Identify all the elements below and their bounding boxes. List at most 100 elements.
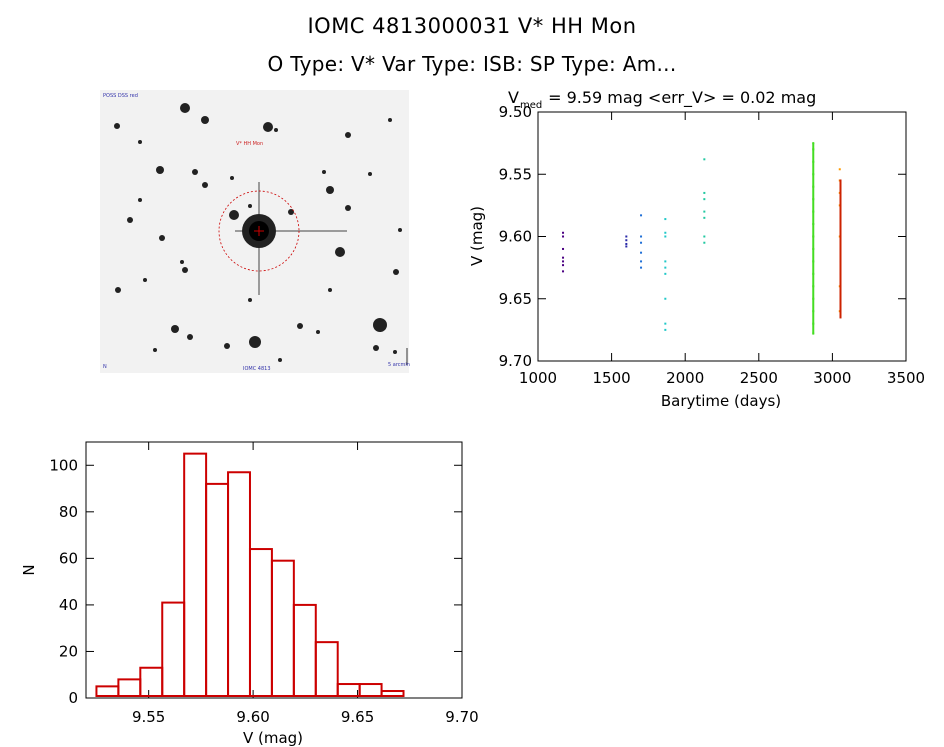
lc-point	[664, 272, 667, 275]
hist-bar	[336, 683, 361, 697]
lc-point	[664, 235, 667, 238]
lc-point	[703, 198, 706, 201]
hist-bar	[380, 690, 405, 698]
lc-point	[625, 242, 628, 245]
lc-point	[664, 322, 667, 325]
lc-point	[562, 256, 565, 259]
lc-point	[664, 266, 667, 269]
hist-xtick-label: 9.55	[132, 708, 165, 726]
hist-ytick-label: 60	[59, 549, 78, 567]
finder-target-star	[218, 182, 347, 295]
lc-point	[812, 310, 815, 313]
lc-point	[640, 266, 643, 269]
histogram-y-label: N	[20, 564, 38, 575]
lc-point	[812, 198, 815, 201]
lc-point	[562, 264, 565, 267]
light-curve-x-label: Barytime (days)	[661, 392, 781, 410]
light-curve-title-main: V	[508, 88, 519, 107]
lc-series-2	[640, 214, 643, 269]
histogram-x-label: V (mag)	[243, 729, 303, 747]
chart-title: IOMC 4813000031 V* HH Mon	[307, 14, 637, 38]
lc-point	[625, 239, 628, 242]
lc-point	[839, 235, 842, 238]
lc-xtick-label: 1000	[519, 369, 557, 387]
lc-point	[812, 148, 815, 151]
lc-point	[812, 260, 815, 263]
lc-xtick-label: 3000	[813, 369, 851, 387]
lc-point	[839, 179, 842, 182]
lc-series-4	[703, 158, 706, 244]
lc-point	[839, 316, 842, 319]
light-curve-frame	[537, 111, 907, 362]
finder-bottom-center-label: IOMC 4813	[243, 366, 271, 372]
lc-point	[839, 216, 842, 219]
hist-bar	[248, 548, 273, 697]
lc-point	[812, 322, 815, 325]
hist-bar	[183, 452, 208, 697]
hist-bar	[292, 603, 317, 697]
light-curve-title-rest: = 9.59 mag <err_V> = 0.02 mag	[543, 88, 816, 108]
lc-ytick-label: 9.50	[499, 103, 532, 121]
hist-ytick-label: 20	[59, 642, 78, 660]
histogram-frame	[85, 441, 463, 699]
lc-point	[640, 241, 643, 244]
lc-point	[812, 160, 815, 163]
hist-bar	[227, 471, 251, 697]
hist-ytick-label: 80	[59, 503, 78, 521]
lc-point	[838, 168, 841, 171]
light-curve-y-label: V (mag)	[468, 206, 486, 266]
lc-point	[640, 251, 643, 254]
lc-point-band	[812, 143, 815, 334]
hist-xtick-label: 9.65	[341, 708, 374, 726]
lc-point	[839, 272, 842, 275]
lc-point	[640, 214, 643, 217]
lc-point	[839, 260, 842, 263]
lc-series-7	[839, 179, 842, 319]
lc-point	[562, 231, 565, 234]
lc-point	[703, 235, 706, 238]
lc-point	[812, 235, 815, 238]
hist-xtick-label: 9.70	[445, 708, 478, 726]
lc-point	[812, 272, 815, 275]
lc-point	[703, 158, 706, 161]
lc-point	[839, 297, 842, 300]
hist-bar	[95, 685, 120, 698]
lc-point	[562, 235, 565, 238]
light-curve-title-sub: med	[520, 100, 542, 111]
hist-bar	[139, 666, 164, 697]
hist-bar	[270, 559, 295, 697]
lc-xtick-label: 2500	[740, 369, 778, 387]
lc-series-1	[625, 235, 628, 248]
lc-ytick-label: 9.65	[499, 290, 532, 308]
lc-series-5	[812, 142, 815, 335]
hist-ytick-label: 40	[59, 596, 78, 614]
lc-point	[839, 310, 842, 313]
finder-top-left-label: POSS DSS red	[103, 93, 138, 99]
lc-point	[812, 223, 815, 226]
lc-point	[703, 210, 706, 213]
lc-point	[562, 247, 565, 250]
hist-bar	[314, 641, 339, 698]
lc-ytick-label: 9.60	[499, 228, 532, 246]
hist-bar	[117, 678, 142, 698]
lc-point	[812, 285, 815, 288]
light-curve-chart: V med = 9.59 mag <err_V> = 0.02 mag 1000…	[468, 88, 925, 410]
finder-bottom-right-label: 5 arcmin	[388, 362, 410, 368]
histogram-chart: 9.55 9.60 9.65 9.70 0 20 40 60 80 100 V (mag) N	[20, 441, 479, 747]
lc-ytick-label: 9.55	[499, 165, 532, 183]
lc-point	[812, 297, 815, 300]
lc-point	[839, 247, 842, 250]
finder-background-stars	[114, 103, 402, 362]
lc-point	[640, 235, 643, 238]
lc-point	[625, 245, 628, 248]
hist-bar	[358, 683, 383, 697]
lc-xtick-label: 2000	[666, 369, 704, 387]
lc-series-0	[562, 231, 565, 273]
lc-point	[664, 328, 667, 331]
lc-point	[812, 210, 815, 213]
hist-ytick-label: 100	[49, 456, 78, 474]
hist-bar	[205, 482, 230, 697]
finder-bottom-left-label: N	[103, 364, 107, 370]
target-circle	[218, 190, 300, 272]
lc-point	[812, 173, 815, 176]
